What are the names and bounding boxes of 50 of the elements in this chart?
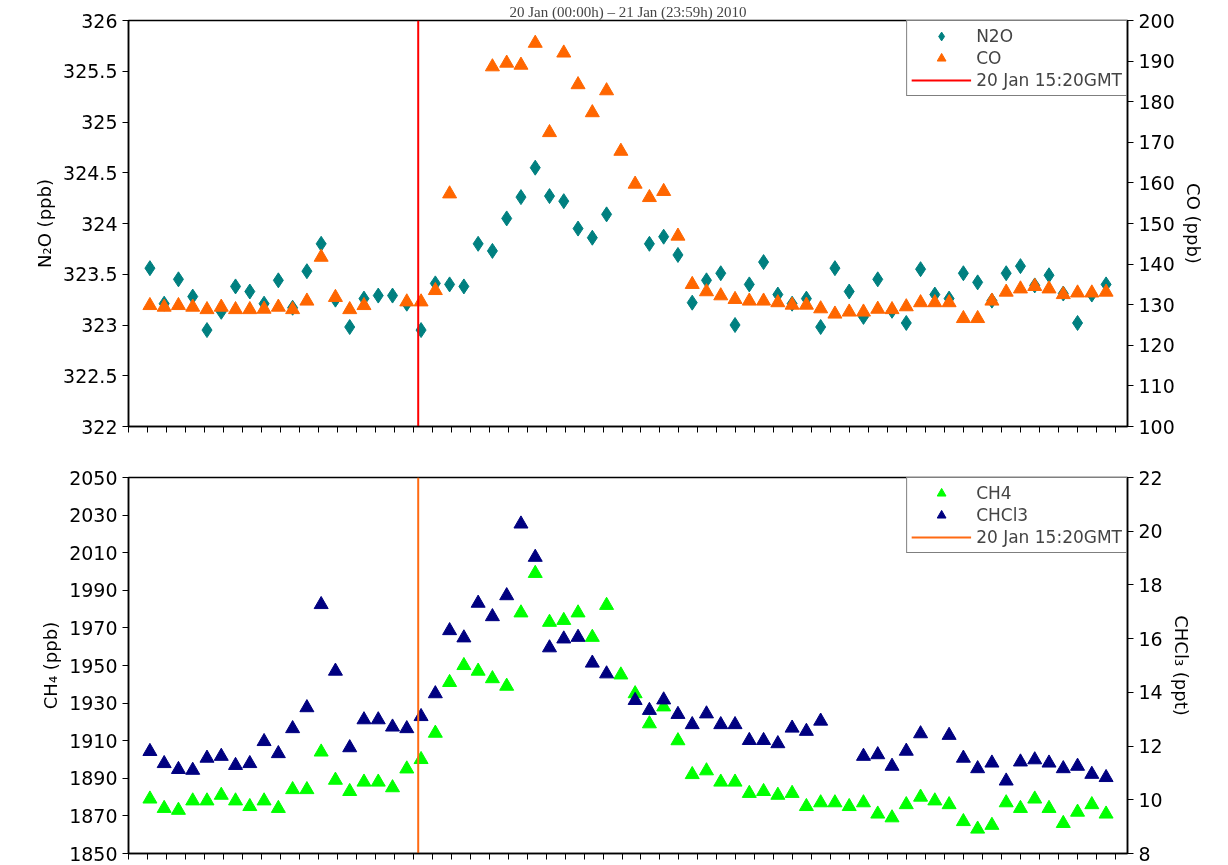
y2-tick-label: 120 <box>1138 334 1175 357</box>
y-tick-label: 2030 <box>69 504 118 527</box>
y-tick-label: 323 <box>81 314 118 336</box>
y-tick-label: 322.5 <box>63 364 118 387</box>
legend-label: CH4 <box>976 482 1012 504</box>
y-tick-label: 1910 <box>69 729 118 752</box>
y2-tick-label: 20 <box>1138 520 1163 543</box>
annotation: 20 Jan 15:20GMT <box>976 69 1122 91</box>
y2-tick-label: 16 <box>1138 627 1163 650</box>
y-tick-label: 2050 <box>69 466 118 489</box>
y2-tick-label: 10 <box>1138 788 1163 811</box>
y2-tick-label: 130 <box>1138 293 1175 316</box>
annotation: 20 Jan 15:20GMT <box>976 526 1122 548</box>
y-tick-label: 324 <box>81 212 118 235</box>
y-tick-label: 1970 <box>69 616 118 639</box>
y2-tick-label: 200 <box>1138 9 1175 32</box>
y2-axis-title: CO (ppb) <box>1182 183 1204 264</box>
y2-tick-label: 12 <box>1138 735 1163 758</box>
y2-tick-label: 22 <box>1138 466 1163 489</box>
y2-tick-label: 150 <box>1138 212 1175 235</box>
y2-tick-label: 14 <box>1138 681 1163 704</box>
y2-tick-label: 110 <box>1138 374 1175 397</box>
y-tick-label: 1930 <box>69 692 118 715</box>
y2-tick-label: 160 <box>1138 171 1175 194</box>
chart-title: 20 Jan (00:00h) – 21 Jan (23:59h) 2010 <box>509 3 747 21</box>
y-tick-label: 322 <box>81 415 118 438</box>
y2-tick-label: 8 <box>1138 842 1151 865</box>
y-tick-label: 323.5 <box>63 263 118 286</box>
y-tick-label: 326 <box>81 9 118 32</box>
y-tick-label: 2010 <box>69 541 118 564</box>
y-tick-label: 1890 <box>69 767 118 790</box>
y2-tick-label: 140 <box>1138 253 1175 276</box>
y-tick-label: 325 <box>81 111 118 133</box>
y-tick-label: 324.5 <box>63 161 118 184</box>
y2-tick-label: 180 <box>1138 90 1175 113</box>
y-tick-label: 1870 <box>69 804 118 827</box>
y2-axis-title: CHCl₃ (ppt) <box>1170 615 1192 716</box>
legend-label: CHCl3 <box>976 504 1029 526</box>
y2-tick-label: 170 <box>1138 131 1175 154</box>
y2-tick-label: 18 <box>1138 573 1163 596</box>
y-tick-label: 1850 <box>69 842 118 865</box>
y2-tick-label: 100 <box>1138 415 1175 438</box>
y-axis-title: CH₄ (ppb) <box>40 621 62 710</box>
y2-tick-label: 190 <box>1138 50 1175 73</box>
y-axis-title: N₂O (ppb) <box>34 179 56 268</box>
y-tick-label: 1990 <box>69 579 118 602</box>
y-tick-label: 1950 <box>69 654 118 677</box>
legend-label: N2O <box>976 25 1014 47</box>
legend-label: CO <box>976 47 1002 69</box>
y-tick-label: 325.5 <box>63 60 118 83</box>
